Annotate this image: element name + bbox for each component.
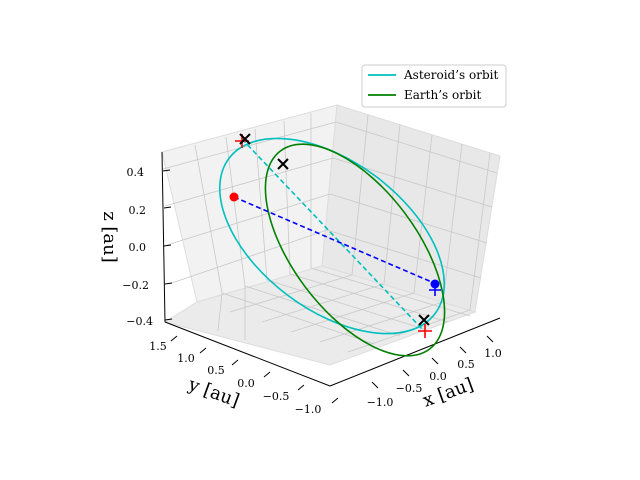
x-tick-label: −1.0 [367,396,394,409]
z-tick-label: 0.2 [129,204,147,217]
red-dot-marker [229,192,239,202]
earth-orbit-line [264,143,446,357]
z-tick-label: 0.0 [129,241,147,254]
legend-box [361,64,507,108]
y-tick-labels: 1.5 1.0 0.5 0.0 −0.5 −1.0 [149,340,321,416]
y-tick-label: −0.5 [263,390,290,403]
z-tick-label: −0.2 [122,279,149,292]
x-tick-label: 0.5 [457,358,475,371]
y-tick-label: 1.5 [149,340,167,353]
z-axis-line [161,151,166,323]
y-tick-label: −1.0 [295,403,322,416]
z-axis-label: z [au] [99,211,120,263]
black-cross-marker [239,133,251,145]
orbits [218,137,446,357]
x-tick-label: 1.0 [484,347,502,360]
asteroid-line-of-nodes [241,138,425,332]
y-tick-label: 1.0 [177,352,195,365]
y-tick-label: 0.0 [237,377,255,390]
y-axis-label: y [au] [185,374,242,412]
axes-panes [161,104,501,366]
x-tick-label: −0.5 [396,382,423,395]
z-tick-labels: 0.4 0.2 0.0 −0.2 −0.4 [122,166,153,328]
asteroid-orbit-line [218,137,446,335]
black-cross-marker [418,314,430,326]
z-tick-label: −0.4 [126,315,153,328]
red-plus-marker-bottom [418,324,432,338]
black-cross-marker [277,158,289,170]
y-tick-label: 0.5 [207,364,225,377]
y-axis-line [164,321,331,387]
markers [229,133,441,338]
x-tick-labels: −1.0 −0.5 0.0 0.5 1.0 [367,347,502,409]
legend-label-asteroid: Asteroid’s orbit [403,68,498,82]
grid-lines [162,113,498,353]
legend-label-earth: Earth’s orbit [404,88,481,102]
blue-plus-marker [429,284,441,296]
axis-spines [161,151,501,387]
tick-marks [162,169,494,404]
x-tick-label: 0.0 [429,370,447,383]
x-axis-line [329,317,501,387]
earth-sun-line [233,196,435,284]
legend: Asteroid’s orbit Earth’s orbit [361,64,507,108]
z-tick-label: 0.4 [127,166,145,179]
